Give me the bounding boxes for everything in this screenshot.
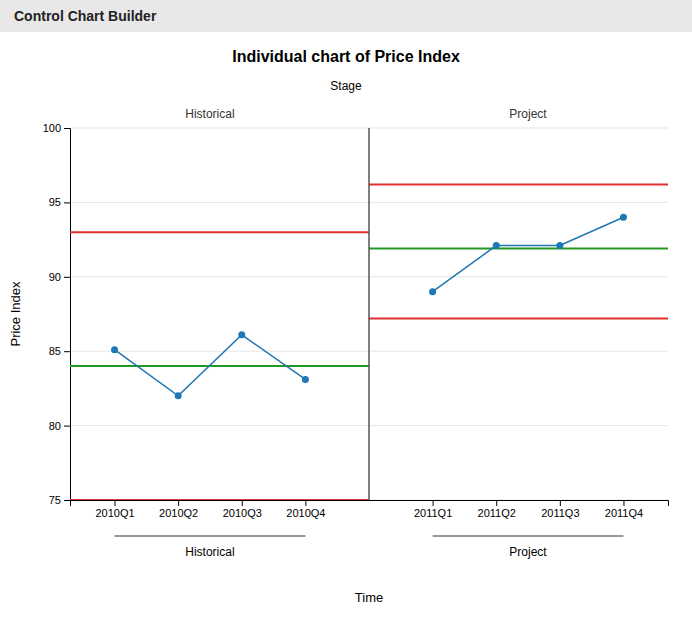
x-tick: 2010Q1 (95, 500, 134, 519)
x-tick-label: 2010Q1 (95, 507, 134, 519)
header-title: Control Chart Builder (14, 8, 157, 24)
y-tick: 100 (43, 122, 70, 134)
x-tick: 2010Q2 (159, 500, 198, 519)
lcl-line (369, 317, 668, 319)
y-tick-label: 90 (49, 271, 61, 283)
x-axis-title: Time (355, 590, 383, 605)
y-tick: 85 (49, 345, 70, 357)
header-bar (0, 0, 692, 32)
stage-name: Project (509, 107, 547, 121)
x-tick: 2011Q4 (605, 500, 643, 519)
grid (70, 128, 668, 500)
stage-label: Stage (330, 79, 362, 93)
y-tick-label: 75 (49, 494, 61, 506)
y-tick-label: 100 (43, 122, 61, 134)
data-point (238, 331, 245, 338)
x-tick-mark (623, 500, 624, 506)
y-axis: 75 80 85 90 95 100 (43, 122, 71, 506)
y-tick-mark (64, 500, 70, 501)
x-tick-label: 2011Q2 (478, 507, 516, 519)
chart: Control Chart Builder Individual chart of… (0, 0, 692, 620)
data-point (175, 392, 182, 399)
x-tick-mark (115, 500, 116, 506)
x-tick: 2011Q3 (541, 500, 579, 519)
x-axis: 2010Q1 2010Q2 2010Q3 2010Q4 2011Q1 2011Q2 2011… (71, 500, 669, 519)
title: Individual chart of Price Index (232, 48, 460, 65)
y-tick: 95 (49, 196, 70, 208)
x-tick-label: 2011Q1 (414, 507, 452, 519)
x-axis-line (71, 501, 669, 507)
data-point (429, 288, 436, 295)
x-tick-label: 2010Q3 (223, 507, 262, 519)
stage-divider (368, 128, 370, 500)
group-label: Historical (185, 545, 234, 559)
ucl-line (369, 184, 668, 186)
x-tick-label: 2010Q2 (159, 507, 198, 519)
x-tick: 2011Q1 (414, 500, 452, 519)
x-tick-mark (242, 500, 243, 506)
lcl-line (70, 499, 369, 500)
x-tick-label: 2011Q4 (605, 507, 643, 519)
x-tick: 2011Q2 (478, 500, 516, 519)
stage-name: Historical (185, 107, 234, 121)
y-tick-mark (64, 426, 70, 427)
x-tick-mark (496, 500, 497, 506)
data-point (620, 214, 627, 221)
x-tick-label: 2011Q3 (541, 507, 579, 519)
ucl-line (70, 231, 369, 233)
plot: 75808590951002010Q12010Q22010Q32010Q4201… (43, 107, 669, 559)
cl-line (369, 248, 668, 250)
y-tick-label: 85 (49, 345, 61, 357)
y-tick: 90 (49, 271, 70, 283)
group-bracket (115, 536, 306, 537)
x-tick: 2010Q3 (223, 500, 262, 519)
y-tick: 80 (49, 420, 70, 432)
y-tick-label: 95 (49, 196, 61, 208)
x-tick-mark (305, 500, 306, 506)
data-point (111, 346, 118, 353)
y-axis-title: Price Index (8, 281, 23, 347)
x-tick-mark (560, 500, 561, 506)
x-tick: 2010Q4 (286, 500, 325, 519)
y-tick-mark (64, 128, 70, 129)
group-bracket (433, 536, 624, 537)
y-axis-line (64, 129, 71, 501)
x-tick-label: 2010Q4 (286, 507, 325, 519)
y-tick: 75 (49, 494, 70, 506)
x-tick-mark (433, 500, 434, 506)
data-point (493, 242, 500, 249)
cl-line (70, 365, 369, 367)
y-tick-label: 80 (49, 420, 61, 432)
y-tick-mark (64, 202, 70, 203)
y-tick-mark (64, 277, 70, 278)
x-tick-mark (178, 500, 179, 506)
group-label: Project (509, 545, 547, 559)
data-point (556, 242, 563, 249)
data-point (302, 376, 309, 383)
y-tick-mark (64, 351, 70, 352)
